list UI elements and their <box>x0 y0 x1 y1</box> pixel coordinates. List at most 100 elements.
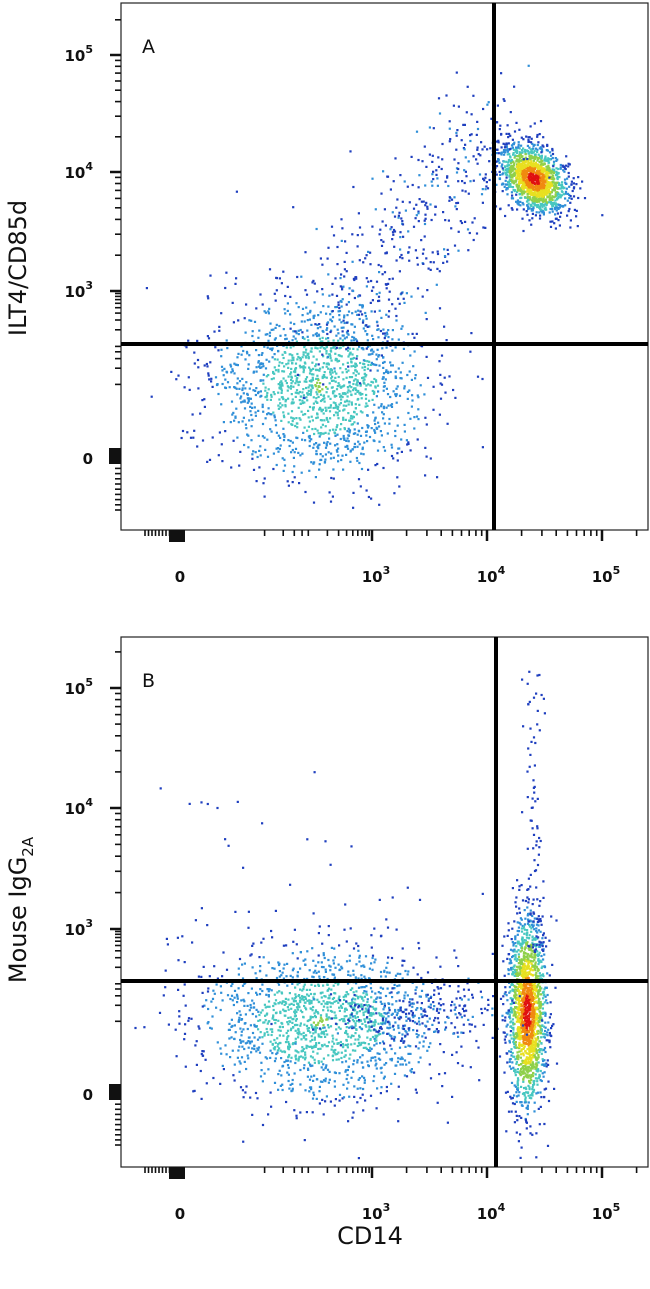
event-dot <box>376 449 380 452</box>
event-dot <box>387 371 390 375</box>
event-dot <box>438 112 442 115</box>
event-dot <box>334 1014 337 1017</box>
event-dot <box>318 323 321 326</box>
event-dot <box>367 363 370 367</box>
event-dot <box>277 961 280 964</box>
event-dot <box>511 176 514 179</box>
event-dot <box>270 1033 273 1037</box>
event-dot <box>357 295 360 298</box>
event-dot <box>312 1050 315 1053</box>
event-dot <box>509 174 513 177</box>
event-dot <box>288 1042 291 1046</box>
event-dot <box>370 1047 373 1050</box>
event-dot <box>247 446 250 449</box>
event-dot <box>310 379 313 382</box>
event-dot <box>305 380 308 383</box>
event-dot <box>328 1001 331 1004</box>
event-dot <box>367 1043 370 1046</box>
event-dot <box>261 1042 264 1045</box>
event-dot <box>554 202 557 205</box>
event-dot <box>238 1010 241 1013</box>
event-dot <box>273 358 276 361</box>
event-dot <box>515 200 518 203</box>
event-dot <box>315 397 318 400</box>
event-dot <box>520 163 523 166</box>
event-dot <box>564 164 567 167</box>
event-dot <box>507 136 510 139</box>
event-dot <box>296 275 299 279</box>
y-tick-label: 104 <box>64 160 93 182</box>
event-dot <box>380 975 383 978</box>
event-dot <box>305 306 308 309</box>
event-dot <box>329 313 332 316</box>
event-dot <box>348 381 351 384</box>
event-dot <box>426 207 429 210</box>
event-dot <box>316 327 319 330</box>
event-dot <box>184 1023 187 1026</box>
event-dot <box>565 187 568 190</box>
event-dot <box>268 331 272 334</box>
event-dot <box>277 1019 280 1022</box>
event-dot <box>304 1053 307 1056</box>
event-dot <box>364 359 367 362</box>
event-dot <box>355 990 358 993</box>
event-dot <box>368 1046 372 1049</box>
event-dot <box>352 387 356 390</box>
event-dot <box>321 293 324 296</box>
event-dot <box>297 1057 300 1060</box>
event-dot <box>372 1079 375 1083</box>
event-dot <box>453 244 457 247</box>
event-dot <box>307 339 310 342</box>
event-dot <box>336 245 339 249</box>
event-dot <box>347 333 350 336</box>
event-dot <box>349 988 352 991</box>
event-dot <box>305 348 308 351</box>
event-dot <box>267 374 270 377</box>
event-dot <box>347 993 350 996</box>
event-dot <box>484 173 487 176</box>
event-dot <box>407 442 410 445</box>
event-dot <box>339 1027 342 1030</box>
event-dot <box>297 383 300 387</box>
event-dot <box>365 347 368 350</box>
event-dot <box>243 399 246 402</box>
event-dot <box>178 1022 181 1025</box>
event-dot <box>395 1064 398 1067</box>
event-dot <box>362 1013 365 1017</box>
event-dot <box>318 337 321 340</box>
event-dot <box>362 362 365 365</box>
event-dot <box>402 347 405 350</box>
event-dot <box>321 423 324 426</box>
event-dot <box>273 416 276 419</box>
event-dot <box>324 458 327 461</box>
event-dot <box>340 326 343 329</box>
event-dot <box>351 417 354 420</box>
event-dot <box>197 975 200 978</box>
event-dot <box>426 289 429 292</box>
event-dot <box>225 1053 228 1056</box>
event-dot <box>529 191 532 194</box>
event-dot <box>311 386 314 390</box>
event-dot <box>213 965 216 968</box>
event-dot <box>193 362 196 365</box>
x-tick-label: 0 <box>175 568 185 586</box>
event-dot <box>528 219 531 222</box>
event-dot <box>339 367 342 370</box>
event-dot <box>336 328 339 331</box>
event-dot <box>352 356 356 360</box>
event-dot <box>266 1012 269 1015</box>
event-dot <box>317 970 320 973</box>
event-dot <box>361 1075 364 1078</box>
event-dot <box>239 1038 242 1042</box>
event-dot <box>540 203 543 206</box>
event-dot <box>401 1057 404 1060</box>
event-dot <box>567 162 570 165</box>
event-dot <box>385 370 388 374</box>
event-dot <box>428 153 431 156</box>
event-dot <box>293 1012 297 1015</box>
event-dot <box>543 162 546 165</box>
event-dot <box>298 390 301 394</box>
event-dot <box>539 214 542 217</box>
event-dot <box>556 175 560 178</box>
event-dot <box>409 998 412 1001</box>
